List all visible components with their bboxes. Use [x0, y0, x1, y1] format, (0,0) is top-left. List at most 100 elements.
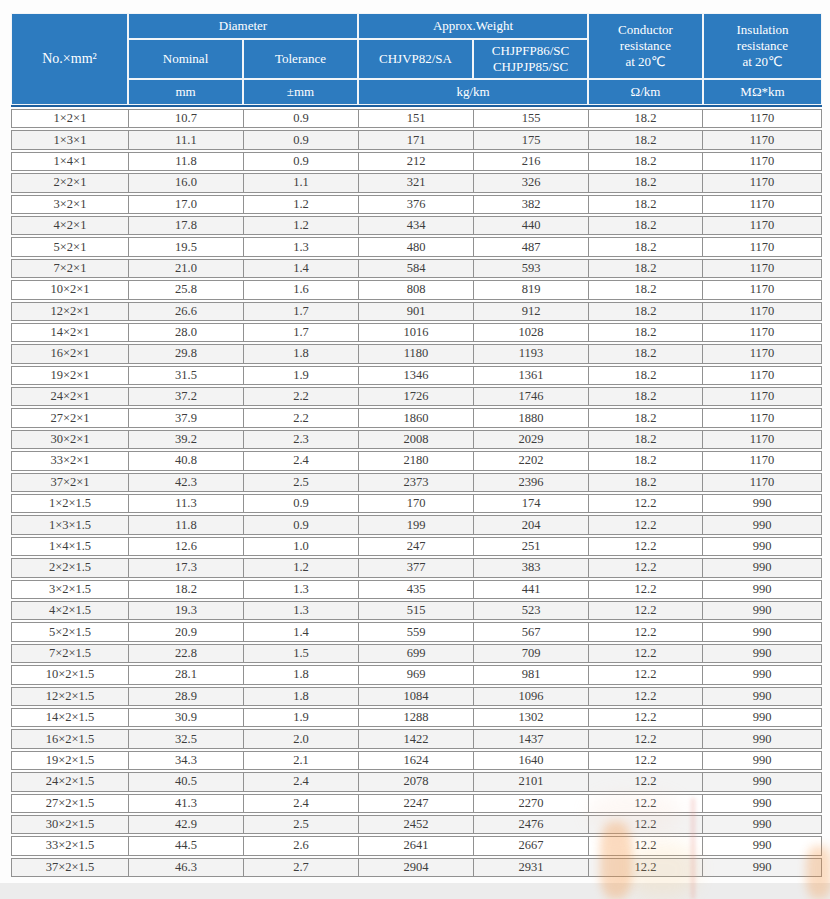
cell: 18.2 — [589, 303, 703, 320]
cell: 18.2 — [589, 452, 703, 469]
cell: 12.2 — [589, 773, 703, 790]
cell: 1170 — [703, 131, 821, 148]
cell: 2931 — [474, 859, 589, 876]
cell: 32.5 — [129, 730, 244, 747]
cell: 1170 — [703, 474, 821, 491]
cell: 2.4 — [244, 773, 359, 790]
cell: 2667 — [474, 837, 589, 854]
cell: 2452 — [359, 816, 474, 833]
cell: 18.2 — [589, 431, 703, 448]
cell: 1170 — [703, 153, 821, 170]
cell: 2180 — [359, 452, 474, 469]
cell: 990 — [703, 816, 821, 833]
cell: 174 — [474, 495, 589, 512]
table-row: 10×2×125.81.680881918.21170 — [11, 280, 822, 299]
cell: 990 — [703, 538, 821, 555]
cell: 26.6 — [129, 303, 244, 320]
table-row: 5×2×1.520.91.455956712.2990 — [11, 622, 822, 641]
cell: 16×2×1.5 — [12, 730, 129, 747]
cell: 34.3 — [129, 752, 244, 769]
cell: 20.9 — [129, 623, 244, 640]
table-row: 16×2×129.81.81180119318.21170 — [11, 344, 822, 363]
cell: 990 — [703, 581, 821, 598]
cell: 990 — [703, 645, 821, 662]
cell: 40.8 — [129, 452, 244, 469]
table-row: 14×2×128.01.71016102818.21170 — [11, 323, 822, 342]
cell: 7×2×1 — [12, 260, 129, 277]
header-approx-weight-group: Approx.Weight — [358, 13, 588, 39]
cell: 1170 — [703, 431, 821, 448]
table-row: 4×2×117.81.243444018.21170 — [11, 216, 822, 235]
cell: 382 — [474, 196, 589, 213]
cell: 1170 — [703, 367, 821, 384]
cell: 901 — [359, 303, 474, 320]
cell: 1×3×1.5 — [12, 516, 129, 533]
cell: 1.8 — [244, 666, 359, 683]
cell: 1.9 — [244, 709, 359, 726]
cell: 1170 — [703, 388, 821, 405]
cell: 31.5 — [129, 367, 244, 384]
cell: 18.2 — [589, 409, 703, 426]
table-row: 27×2×137.92.21860188018.21170 — [11, 408, 822, 427]
cell: 1.2 — [244, 559, 359, 576]
cell: 12.2 — [589, 709, 703, 726]
cell: 11.8 — [129, 516, 244, 533]
cell: 11.8 — [129, 153, 244, 170]
cell: 2078 — [359, 773, 474, 790]
cell: 2373 — [359, 474, 474, 491]
cell: 18.2 — [589, 131, 703, 148]
table-row: 1×3×1.511.80.919920412.2990 — [11, 515, 822, 534]
cell: 990 — [703, 495, 821, 512]
cell: 912 — [474, 303, 589, 320]
cell: 18.2 — [589, 196, 703, 213]
cell: 11.3 — [129, 495, 244, 512]
cell: 12.2 — [589, 516, 703, 533]
cell: 435 — [359, 581, 474, 598]
cell: 14×2×1.5 — [12, 709, 129, 726]
cell: 819 — [474, 281, 589, 298]
table-row: 16×2×1.532.52.01422143712.2990 — [11, 729, 822, 748]
cell: 1×4×1.5 — [12, 538, 129, 555]
table-row: 2×2×1.517.31.237738312.2990 — [11, 558, 822, 577]
table-row: 30×2×139.22.32008202918.21170 — [11, 430, 822, 449]
cell: 2008 — [359, 431, 474, 448]
cell: 1361 — [474, 367, 589, 384]
cell: 2.4 — [244, 795, 359, 812]
cell: 3×2×1 — [12, 196, 129, 213]
header-model-chjvp82sa: CHJVP82/SA — [358, 39, 473, 79]
cell: 1.3 — [244, 602, 359, 619]
cell: 1084 — [359, 688, 474, 705]
cell: 37.2 — [129, 388, 244, 405]
cell: 44.5 — [129, 837, 244, 854]
cell: 383 — [474, 559, 589, 576]
cell: 1×3×1 — [12, 131, 129, 148]
cell: 40.5 — [129, 773, 244, 790]
cell: 12.6 — [129, 538, 244, 555]
cell: 321 — [359, 174, 474, 191]
table-row: 12×2×1.528.91.81084109612.2990 — [11, 687, 822, 706]
cell: 2029 — [474, 431, 589, 448]
cell: 377 — [359, 559, 474, 576]
unit-ohm-per-km: Ω/km — [588, 79, 703, 105]
cell: 699 — [359, 645, 474, 662]
cell: 175 — [474, 131, 589, 148]
cell: 2202 — [474, 452, 589, 469]
cell: 990 — [703, 666, 821, 683]
cell: 990 — [703, 602, 821, 619]
cell: 990 — [703, 773, 821, 790]
cell: 487 — [474, 238, 589, 255]
cable-spec-table: No.×mm² Diameter Approx.Weight Conductor… — [11, 13, 822, 879]
cell: 559 — [359, 623, 474, 640]
cell: 24×2×1 — [12, 388, 129, 405]
cell: 808 — [359, 281, 474, 298]
table-row: 1×4×111.80.921221618.21170 — [11, 152, 822, 171]
cell: 1170 — [703, 452, 821, 469]
cell: 18.2 — [589, 367, 703, 384]
cell: 37.9 — [129, 409, 244, 426]
cell: 46.3 — [129, 859, 244, 876]
cell: 1422 — [359, 730, 474, 747]
cell: 11.1 — [129, 131, 244, 148]
cell: 12.2 — [589, 752, 703, 769]
cell: 18.2 — [589, 260, 703, 277]
cell: 1.3 — [244, 581, 359, 598]
